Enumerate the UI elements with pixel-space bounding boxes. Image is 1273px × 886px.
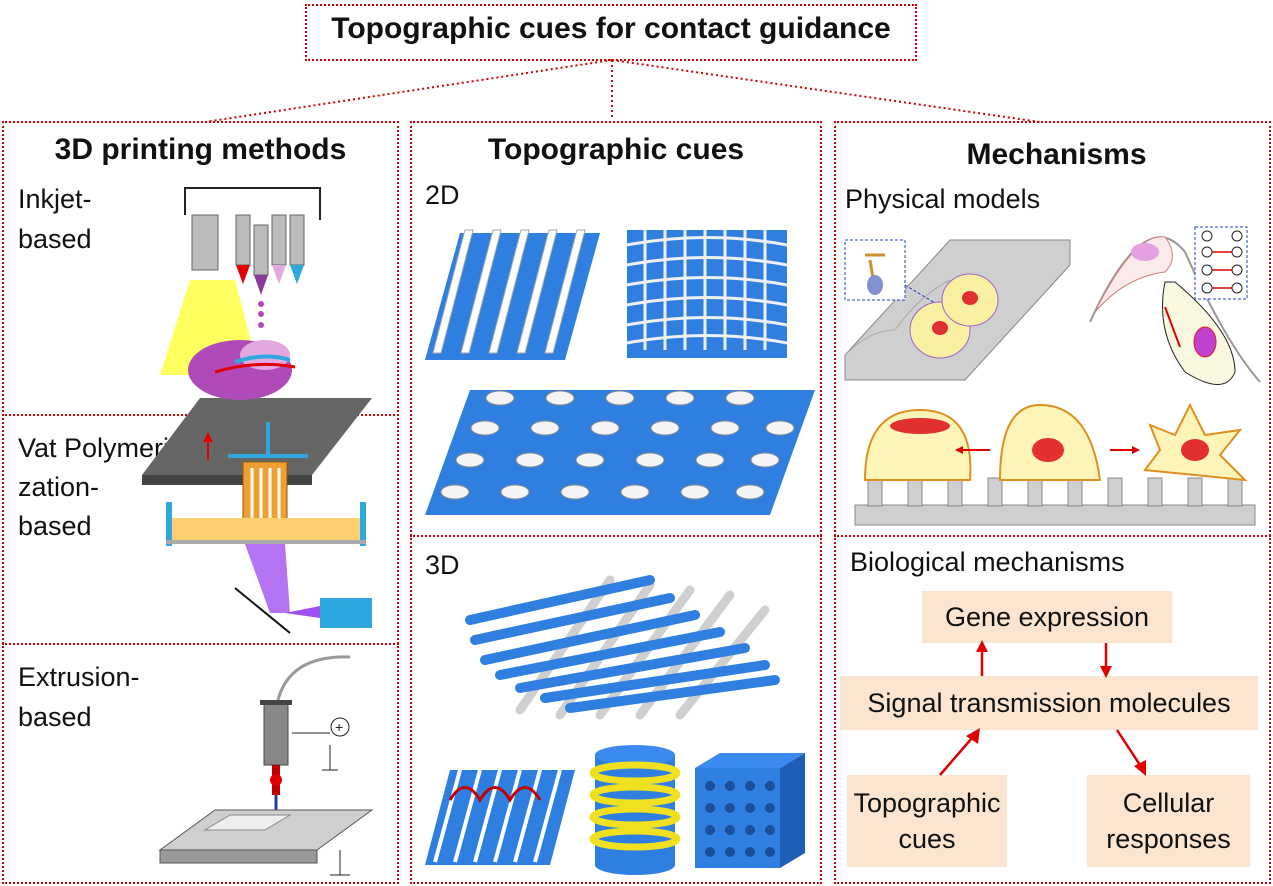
cell-on-grooves-illustration bbox=[844, 239, 1071, 381]
vat-illustration bbox=[166, 422, 372, 634]
physical-models-label: Physical models bbox=[845, 184, 1041, 214]
curved-cell-illustration bbox=[1089, 226, 1261, 385]
grooves-illustration bbox=[425, 229, 600, 360]
grid-illustration bbox=[626, 230, 788, 358]
extrusion-label-line2: based bbox=[18, 702, 92, 732]
title-box bbox=[305, 4, 917, 61]
printing-heading: 3D printing methods bbox=[54, 133, 347, 166]
cues-heading: Topographic cues bbox=[487, 133, 745, 166]
page-title: Topographic cues for contact guidance bbox=[331, 12, 891, 45]
lattice-illustration bbox=[465, 575, 780, 720]
gene-expression-box: Gene expression bbox=[922, 591, 1172, 643]
mechanisms-divider bbox=[834, 535, 1271, 537]
cues-2d-label: 2D bbox=[425, 180, 460, 210]
extrusion-label-line1: Extrusion- bbox=[18, 662, 140, 692]
topographic-cues-line1: Topographic bbox=[853, 787, 1001, 818]
cube-illustration bbox=[695, 753, 805, 868]
title-connectors bbox=[204, 59, 1041, 123]
topographic-cues-box: Topographic cues bbox=[847, 775, 1007, 867]
cues-panel bbox=[410, 121, 822, 884]
cellular-responses-line2: responses bbox=[1106, 824, 1231, 854]
signal-transmission-box: Signal transmission molecules bbox=[840, 676, 1258, 730]
pillars-illustration bbox=[425, 390, 815, 515]
inkjet-illustration bbox=[142, 187, 372, 485]
vat-section-divider bbox=[2, 643, 399, 645]
inkjet-label-line1: Inkjet- bbox=[18, 184, 92, 214]
inkjet-label-line2: based bbox=[18, 224, 92, 254]
extrusion-illustration: + bbox=[158, 655, 374, 876]
topographic-cues-line2: cues bbox=[898, 824, 956, 854]
printing-panel bbox=[2, 121, 399, 884]
cellular-responses-line1: Cellular bbox=[1122, 787, 1215, 818]
vat-label-line1: Vat Polymeri- bbox=[18, 433, 179, 463]
cues-2d-3d-divider bbox=[410, 535, 822, 537]
svg-text:+: + bbox=[335, 719, 343, 735]
biological-mechanisms-label: Biological mechanisms bbox=[850, 547, 1125, 577]
grooves-3d-illustration bbox=[425, 769, 575, 865]
cues-3d-label: 3D bbox=[425, 550, 460, 580]
mechanisms-heading: Mechanisms bbox=[966, 138, 1147, 171]
cells-on-pillars-illustration bbox=[854, 402, 1256, 526]
mechanisms-panel bbox=[834, 121, 1271, 884]
vat-label-line2: zation- bbox=[18, 472, 100, 502]
cellular-responses-box: Cellular responses bbox=[1087, 775, 1250, 867]
vat-label-line3: based bbox=[18, 511, 92, 541]
spiral-illustration bbox=[589, 745, 681, 875]
